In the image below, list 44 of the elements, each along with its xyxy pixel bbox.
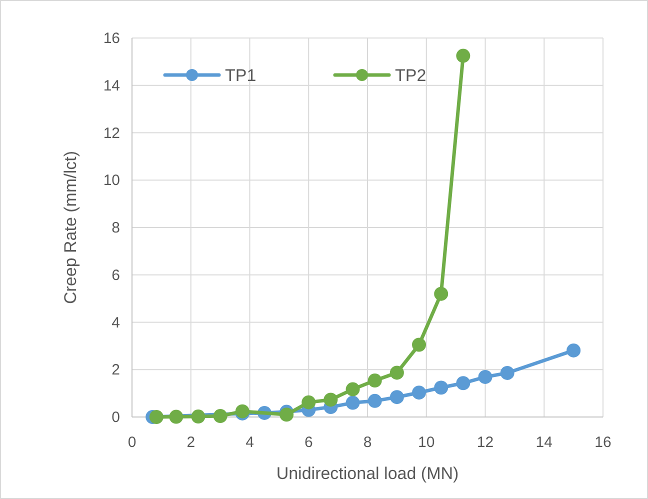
y-tick-label: 0 <box>112 409 120 426</box>
point <box>149 410 164 424</box>
point <box>434 380 448 395</box>
y-tick-label: 6 <box>112 266 120 284</box>
x-tick-label: 0 <box>128 434 136 451</box>
point <box>191 410 206 424</box>
y-tick-label: 16 <box>103 30 120 47</box>
point <box>368 374 382 388</box>
point <box>390 366 404 380</box>
x-tick-label: 14 <box>536 434 552 451</box>
point <box>456 48 470 63</box>
point <box>456 376 470 390</box>
x-tick-label: 8 <box>363 434 372 451</box>
x-tick-label: 2 <box>186 434 196 451</box>
x-tick-label: 6 <box>304 434 313 451</box>
y-tick-label: 4 <box>112 314 120 332</box>
y-tick-label: 14 <box>103 77 120 94</box>
x-tick-label: 10 <box>418 434 435 451</box>
point <box>346 382 360 396</box>
y-tick-label: 8 <box>112 220 120 236</box>
point <box>346 396 360 410</box>
point <box>478 370 492 384</box>
x-tick-label: 4 <box>246 434 254 451</box>
y-tick-label: 2 <box>112 362 120 379</box>
point <box>302 395 316 410</box>
point <box>390 390 404 404</box>
point <box>434 286 448 301</box>
point <box>500 366 514 380</box>
point <box>566 343 581 358</box>
legend-label: TP1 <box>225 66 256 85</box>
point <box>368 394 382 408</box>
y-axis-title: Creep Rate (mm/lct) <box>61 150 80 304</box>
y-tick-label: 12 <box>103 124 120 142</box>
y-tick-label: 10 <box>103 172 120 190</box>
point <box>412 386 426 400</box>
point <box>213 409 228 424</box>
x-axis-title: Unidirectional load (MN) <box>276 464 459 483</box>
legend-label: TP2 <box>395 66 426 85</box>
point <box>280 408 294 422</box>
point <box>169 410 184 424</box>
point <box>412 338 426 352</box>
x-tick-label: 12 <box>476 434 494 451</box>
point <box>324 392 338 407</box>
x-tick-label: 16 <box>594 434 612 451</box>
